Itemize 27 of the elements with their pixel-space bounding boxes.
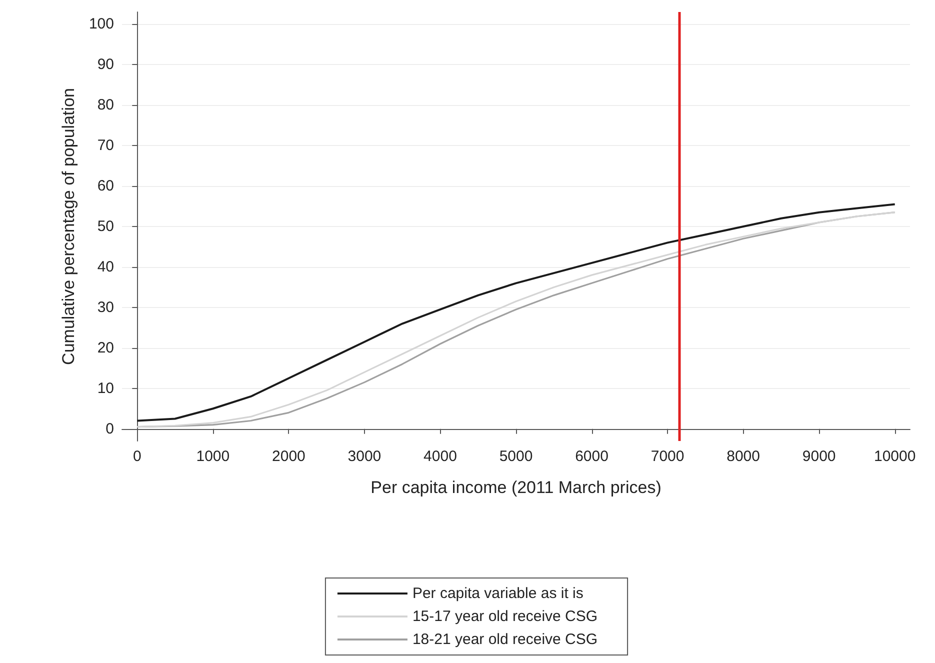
y-tick-label: 40	[97, 258, 114, 276]
y-tick-label: 70	[97, 137, 114, 154]
x-tick-label: 7000	[650, 448, 684, 465]
legend-label: Per capita variable as it is	[412, 585, 584, 602]
y-tick-label: 10	[97, 380, 114, 397]
x-tick-label: 9000	[802, 448, 836, 465]
x-tick-label: 8000	[726, 448, 760, 465]
x-tick-label: 5000	[499, 448, 533, 465]
y-tick-label: 50	[97, 218, 114, 235]
y-tick-label: 30	[97, 298, 114, 316]
y-axis-title: Cumulative percentage of population	[59, 88, 78, 365]
legend-label: 18-21 year old receive CSG	[412, 631, 598, 648]
x-tick-label: 6000	[575, 448, 608, 465]
y-tick-label: 0	[106, 420, 114, 438]
y-tick-label: 100	[88, 16, 114, 33]
y-tick-label: 20	[97, 339, 114, 356]
x-tick-label: 4000	[424, 448, 457, 465]
y-tick-label: 90	[97, 56, 114, 74]
x-tick-label: 0	[132, 448, 142, 465]
y-tick-label: 80	[97, 96, 114, 114]
x-tick-label: 10000	[874, 448, 916, 465]
legend-label: 15-17 year old receive CSG	[412, 608, 598, 625]
x-axis-title: Per capita income (2011 March prices)	[370, 478, 662, 497]
x-tick-label: 1000	[196, 448, 230, 465]
y-tick-label: 60	[97, 178, 114, 195]
x-tick-label: 2000	[272, 448, 306, 465]
x-tick-label: 3000	[348, 448, 382, 465]
